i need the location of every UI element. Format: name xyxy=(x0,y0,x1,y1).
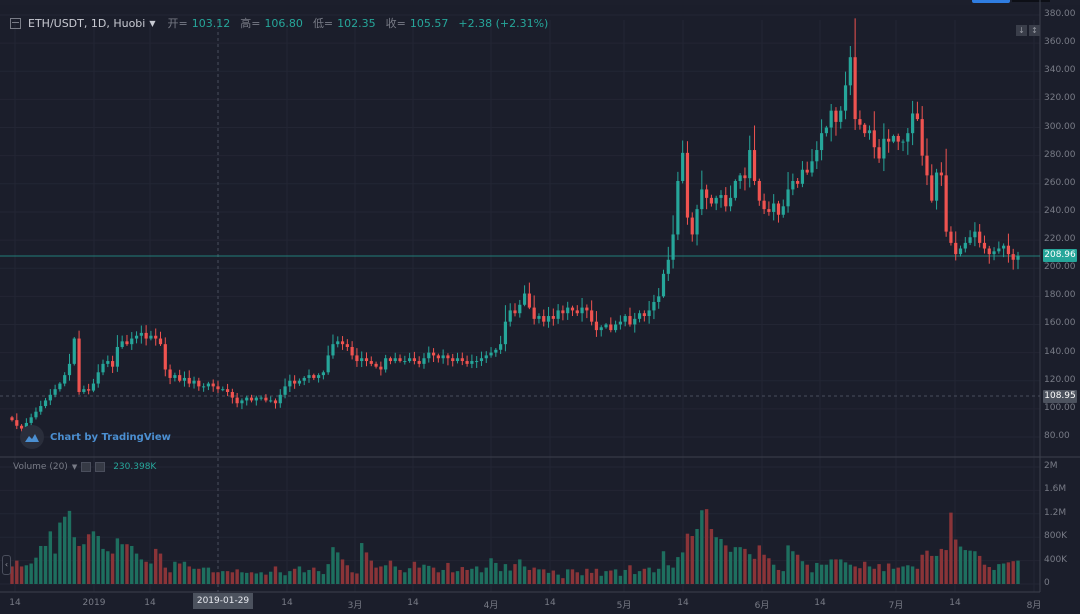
collapse-legend-icon[interactable] xyxy=(10,17,21,29)
price-tick-label: 120.00 xyxy=(1044,374,1076,385)
price-tick-label: 320.00 xyxy=(1044,93,1076,104)
scale-toggle-icon[interactable]: ↕ xyxy=(1029,25,1040,36)
scroll-left-handle[interactable]: ‹ xyxy=(2,555,11,575)
volume-tick-label: 800K xyxy=(1044,531,1068,542)
symbol-label[interactable]: ETH/USDT, 1D, Huobi xyxy=(28,16,146,30)
crosshair-price-badge: 108.95 xyxy=(1043,390,1077,403)
price-tick-label: 180.00 xyxy=(1044,290,1076,301)
time-tick-label: 14 xyxy=(281,598,293,608)
symbol-legend: ETH/USDT, 1D, Huobi ▼ 开= 103.12 高= 106.8… xyxy=(10,15,548,31)
chevron-down-icon[interactable]: ▼ xyxy=(71,463,78,471)
time-tick-label: 3月 xyxy=(347,601,363,611)
price-tick-label: 280.00 xyxy=(1044,149,1076,160)
volume-bars xyxy=(10,509,1020,584)
volume-label[interactable]: Volume (20) xyxy=(13,462,68,472)
open-label: 开= xyxy=(167,17,188,30)
volume-tick-label: 400K xyxy=(1044,554,1068,565)
time-tick-label: 14 xyxy=(544,598,556,608)
price-tick-label: 100.00 xyxy=(1044,402,1076,413)
volume-legend: Volume (20) ▼ 230.398K xyxy=(13,462,156,472)
time-tick-label: 14 xyxy=(677,598,689,608)
settings-icon[interactable] xyxy=(81,462,92,472)
high-label: 高= xyxy=(240,17,261,30)
time-tick-label: 5月 xyxy=(616,601,632,611)
open-value: 103.12 xyxy=(191,16,231,30)
price-tick-label: 80.00 xyxy=(1044,431,1070,441)
tradingview-watermark[interactable]: Chart by TradingView xyxy=(20,425,171,449)
close-value: 105.57 xyxy=(409,16,449,30)
watermark-text: Chart by TradingView xyxy=(50,431,171,443)
volume-value: 230.398K xyxy=(113,462,157,472)
time-tick-label: 14 xyxy=(949,598,961,608)
time-tick-label: 14 xyxy=(9,598,21,608)
low-value: 102.35 xyxy=(337,16,376,30)
low-label: 低= xyxy=(312,17,334,30)
change-value: +2.38 (+2.31%) xyxy=(458,16,549,30)
price-tick-label: 240.00 xyxy=(1044,205,1076,216)
time-tick-label: 7月 xyxy=(888,601,904,611)
price-tick-label: 220.00 xyxy=(1044,234,1076,245)
primary-action-button[interactable] xyxy=(972,0,1010,3)
close-label: 收= xyxy=(385,17,406,30)
price-tick-label: 260.00 xyxy=(1044,177,1076,188)
secondary-action-button[interactable] xyxy=(1012,0,1050,2)
price-tick-label: 300.00 xyxy=(1044,121,1076,132)
tradingview-logo-icon xyxy=(20,425,44,449)
volume-tick-label: 2M xyxy=(1044,461,1058,471)
last-price-badge: 208.96 xyxy=(1043,249,1077,262)
price-tick-label: 380.00 xyxy=(1044,9,1076,19)
time-tick-label: 8月 xyxy=(1026,601,1042,611)
high-value: 106.80 xyxy=(264,16,303,30)
scale-down-icon[interactable]: ↓ xyxy=(1016,25,1027,36)
price-tick-label: 140.00 xyxy=(1044,346,1076,357)
time-tick-label: 14 xyxy=(144,598,156,608)
volume-tick-label: 1.2M xyxy=(1044,507,1067,518)
candlesticks xyxy=(10,18,1020,434)
time-tick-label: 14 xyxy=(814,598,826,608)
time-tick-label: 4月 xyxy=(483,601,499,611)
price-tick-label: 200.00 xyxy=(1044,262,1076,273)
interval-toolbar xyxy=(0,0,1080,5)
close-icon[interactable] xyxy=(95,462,106,472)
price-tick-label: 160.00 xyxy=(1044,318,1076,329)
time-tick-label: 14 xyxy=(407,598,419,608)
time-tick-label: 6月 xyxy=(754,601,770,611)
price-tick-label: 340.00 xyxy=(1044,65,1076,76)
time-tick-label: 2019 xyxy=(82,598,106,608)
price-tick-label: 360.00 xyxy=(1044,37,1076,48)
volume-tick-label: 1.6M xyxy=(1044,484,1067,495)
chevron-down-icon[interactable]: ▼ xyxy=(149,18,156,28)
volume-tick-label: 0 xyxy=(1044,578,1050,588)
crosshair-date-badge: 2019-01-29 xyxy=(193,593,253,609)
